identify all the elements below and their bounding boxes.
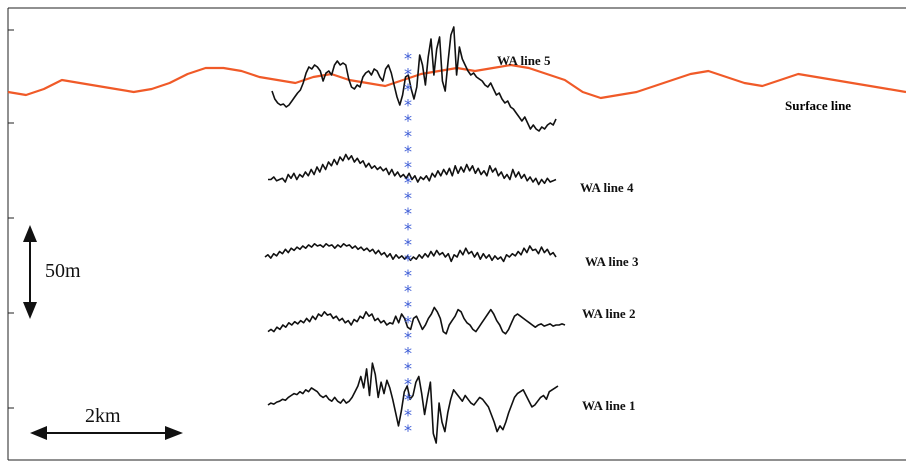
wa-line-4-trace [268,153,557,186]
star-marker: * [404,375,412,394]
star-marker: * [404,282,412,301]
star-marker: * [404,96,412,115]
horizontal-scale-label: 2km [85,405,121,427]
vertical-scale-label: 50m [45,260,81,282]
star-marker: * [404,406,412,425]
star-marker: * [404,220,412,239]
star-marker: * [404,313,412,332]
star-marker: * [404,49,412,68]
star-marker: * [404,189,412,208]
star-marker: * [404,344,412,363]
arrow-left-icon [30,426,47,440]
surface-line-label: Surface line [785,98,851,113]
wa-line-1-trace [267,362,559,444]
wa-line-3-trace [264,243,557,263]
star-marker: * [404,251,412,270]
arrow-down-icon [23,302,37,319]
star-marker: * [404,80,412,99]
star-marker: * [404,328,412,347]
star-marker: * [404,297,412,316]
star-marker: * [404,173,412,192]
wa-line-3-label: WA line 3 [585,254,639,269]
star-marker: * [404,65,412,84]
star-marker: * [404,266,412,285]
arrow-up-icon [23,225,37,242]
star-marker: * [404,158,412,177]
star-marker: * [404,390,412,409]
wa-line-5-label: WA line 5 [497,53,551,68]
marker-column: ************************* [404,49,412,440]
star-marker: * [404,421,412,440]
star-marker: * [404,235,412,254]
wa-line-4-label: WA line 4 [580,180,634,195]
star-marker: * [404,359,412,378]
arrow-right-icon [165,426,183,440]
wa-line-2-label: WA line 2 [582,306,635,321]
wa-line-2-trace [267,306,566,335]
traces-group [7,26,906,444]
star-marker: * [404,127,412,146]
star-marker: * [404,142,412,161]
wa-line-5-trace [271,26,557,132]
wa-line-1-label: WA line 1 [582,398,635,413]
star-marker: * [404,204,412,223]
star-marker: * [404,111,412,130]
